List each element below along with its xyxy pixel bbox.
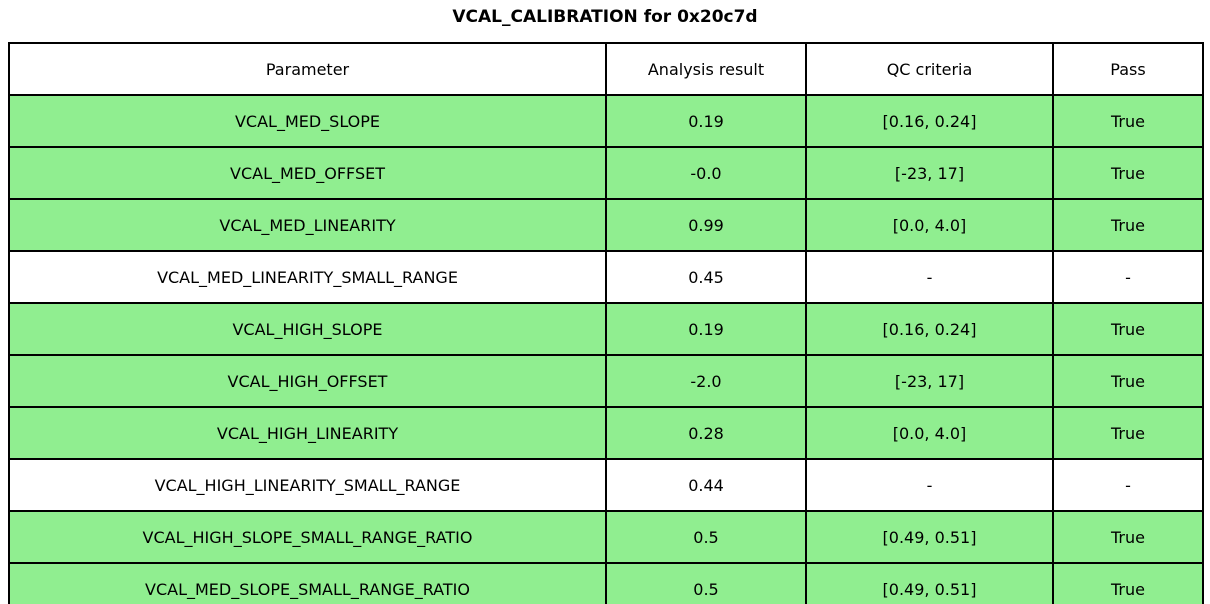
result-cell: 0.5 [605,510,807,564]
result-cell: 0.5 [605,562,807,604]
parameter-cell: VCAL_MED_SLOPE_SMALL_RANGE_RATIO [8,562,607,604]
table-row: VCAL_MED_LINEARITY 0.99 [0.0, 4.0] True [8,198,1204,252]
result-cell: 0.28 [605,406,807,460]
col-header-analysis-result: Analysis result [605,42,807,96]
page-title: VCAL_CALIBRATION for 0x20c7d [452,7,758,27]
table-row: VCAL_MED_SLOPE 0.19 [0.16, 0.24] True [8,94,1204,148]
criteria-cell: [0.49, 0.51] [805,562,1054,604]
pass-cell: True [1052,146,1204,200]
table-row: VCAL_MED_LINEARITY_SMALL_RANGE 0.45- - [8,250,1204,304]
criteria-cell: [0.49, 0.51] [805,510,1054,564]
table-row: VCAL_MED_SLOPE_SMALL_RANGE_RATIO 0.5 [0.49… [8,562,1204,604]
col-header-qc-criteria: QC criteria [805,42,1054,96]
pass-cell: True [1052,562,1204,604]
table-row: VCAL_HIGH_LINEARITY_SMALL_RANGE 0.44- - [8,458,1204,512]
criteria-cell: [0.16, 0.24] [805,302,1054,356]
criteria-cell: [-23, 17] [805,354,1054,408]
result-cell: 0.19 [605,94,807,148]
pass-cell: True [1052,510,1204,564]
result-cell: 0.99 [605,198,807,252]
parameter-cell: VCAL_HIGH_LINEARITY_SMALL_RANGE [8,458,607,512]
table-row: VCAL_HIGH_SLOPE 0.19 [0.16, 0.24] True [8,302,1204,356]
pass-cell: True [1052,302,1204,356]
result-cell: -2.0 [605,354,807,408]
result-cell: 0.44 [605,458,807,512]
pass-cell: True [1052,198,1204,252]
table-row: VCAL_MED_OFFSET -0.0 [-23, 17] True [8,146,1204,200]
criteria-cell: [0.0, 4.0] [805,406,1054,460]
parameter-cell: VCAL_MED_LINEARITY [8,198,607,252]
col-header-pass: Pass [1052,42,1204,96]
pass-cell: True [1052,354,1204,408]
result-cell: 0.45 [605,250,807,304]
pass-cell: - [1052,250,1204,304]
parameter-cell: VCAL_HIGH_SLOPE_SMALL_RANGE_RATIO [8,510,607,564]
criteria-cell: [-23, 17] [805,146,1054,200]
table-body: VCAL_MED_SLOPE 0.19 [0.16, 0.24] True VCAL_M… [8,94,1204,604]
pass-cell: True [1052,94,1204,148]
header-row: Parameter Analysis result QC criteria Pa… [8,42,1204,96]
qc-table: Parameter Analysis result QC criteria Pa… [8,42,1204,604]
parameter-cell: VCAL_MED_SLOPE [8,94,607,148]
table-row: VCAL_HIGH_OFFSET -2.0 [-23, 17] True [8,354,1204,408]
result-cell: -0.0 [605,146,807,200]
criteria-cell: [0.0, 4.0] [805,198,1054,252]
pass-cell: True [1052,406,1204,460]
parameter-cell: VCAL_HIGH_LINEARITY [8,406,607,460]
criteria-cell: - [805,458,1054,512]
criteria-cell: [0.16, 0.24] [805,94,1054,148]
criteria-cell: - [805,250,1054,304]
col-header-parameter: Parameter [8,42,607,96]
table-row: VCAL_HIGH_LINEARITY 0.28 [0.0, 4.0] True [8,406,1204,460]
table-row: VCAL_HIGH_SLOPE_SMALL_RANGE_RATIO 0.5 [0.4… [8,510,1204,564]
parameter-cell: VCAL_HIGH_OFFSET [8,354,607,408]
parameter-cell: VCAL_HIGH_SLOPE [8,302,607,356]
result-cell: 0.19 [605,302,807,356]
parameter-cell: VCAL_MED_OFFSET [8,146,607,200]
pass-cell: - [1052,458,1204,512]
parameter-cell: VCAL_MED_LINEARITY_SMALL_RANGE [8,250,607,304]
